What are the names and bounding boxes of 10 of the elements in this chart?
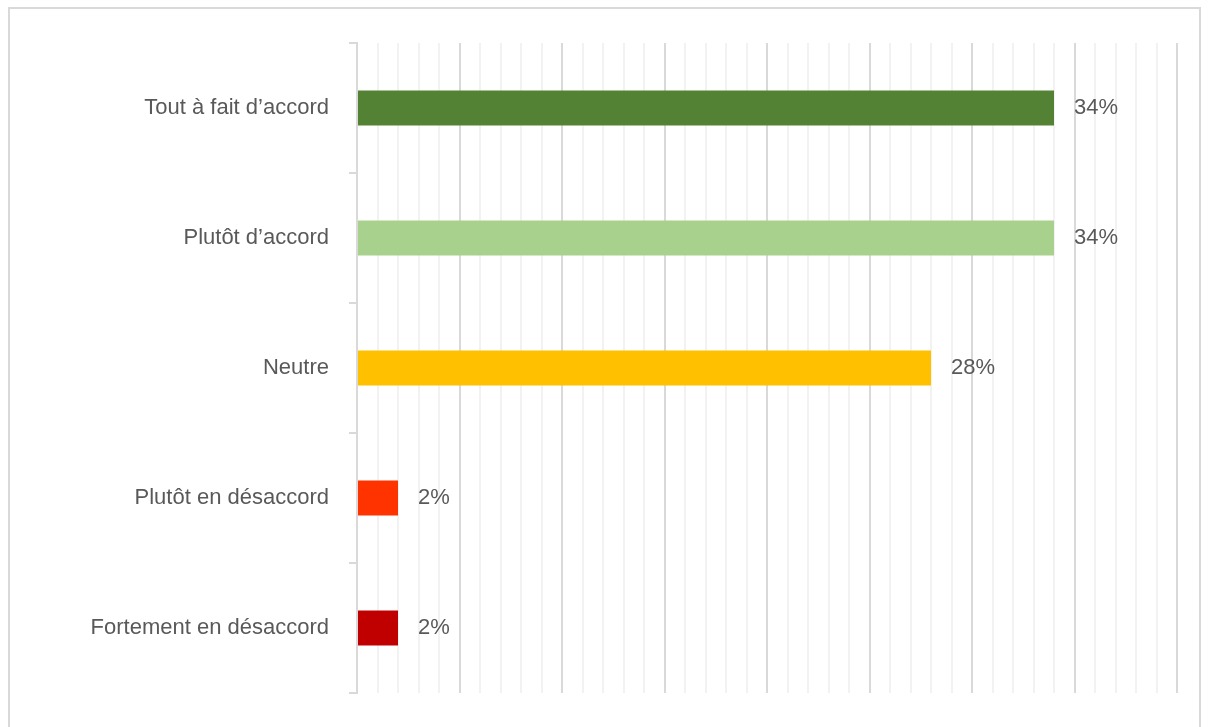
data-label: 2% xyxy=(418,484,450,510)
y-tick-label: Neutre xyxy=(262,354,329,380)
data-label: 34% xyxy=(1074,94,1119,120)
y-tick-label: Fortement en désaccord xyxy=(90,614,329,640)
data-label: 2% xyxy=(418,614,450,640)
data-label: 34% xyxy=(1074,224,1119,250)
y-tick-label: Tout à fait d’accord xyxy=(144,94,329,120)
data-label: 28% xyxy=(951,354,996,380)
y-tick-label: Plutôt en désaccord xyxy=(134,484,329,510)
y-tick-label: Plutôt d’accord xyxy=(183,224,329,250)
